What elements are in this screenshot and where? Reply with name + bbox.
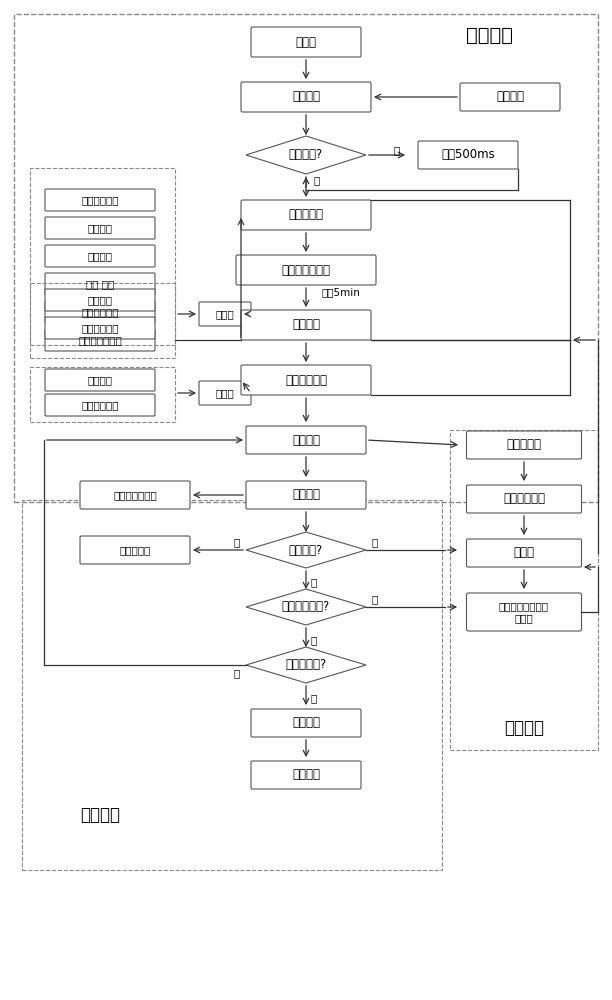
FancyBboxPatch shape (236, 255, 376, 285)
Text: 缓存中有数据?: 缓存中有数据? (282, 600, 330, 613)
FancyBboxPatch shape (199, 302, 251, 326)
Text: 是: 是 (234, 537, 240, 547)
FancyBboxPatch shape (45, 301, 155, 323)
FancyBboxPatch shape (80, 536, 190, 564)
FancyBboxPatch shape (45, 369, 155, 391)
Text: 采集单元: 采集单元 (80, 806, 120, 824)
Bar (30, 168, 175, 358)
FancyBboxPatch shape (241, 200, 371, 230)
Text: 产生头文件: 产生头文件 (507, 438, 542, 452)
Text: 取最底层数据: 取最底层数据 (503, 492, 545, 506)
FancyBboxPatch shape (45, 329, 155, 351)
FancyBboxPatch shape (80, 481, 190, 509)
Text: 否: 否 (394, 145, 400, 155)
Text: 设置温度: 设置温度 (496, 91, 524, 104)
Text: 获取采集参数: 获取采集参数 (285, 373, 327, 386)
FancyBboxPatch shape (466, 539, 581, 567)
Polygon shape (246, 647, 366, 683)
FancyBboxPatch shape (246, 426, 366, 454)
FancyBboxPatch shape (246, 481, 366, 509)
Text: 等待5min: 等待5min (321, 287, 360, 297)
FancyBboxPatch shape (466, 593, 581, 631)
FancyBboxPatch shape (241, 82, 371, 112)
FancyBboxPatch shape (45, 217, 155, 239)
Text: 保存单元: 保存单元 (504, 719, 544, 737)
FancyBboxPatch shape (460, 83, 560, 111)
Text: 温度稳定?: 温度稳定? (289, 148, 323, 161)
FancyBboxPatch shape (251, 27, 361, 57)
Text: 触发模式: 触发模式 (88, 223, 113, 233)
Text: 结束采集?: 结束采集? (289, 544, 323, 556)
Text: 平移台归零: 平移台归零 (119, 545, 151, 555)
FancyBboxPatch shape (418, 141, 518, 169)
FancyBboxPatch shape (466, 431, 581, 459)
Text: 初始化: 初始化 (296, 35, 316, 48)
Text: 反射率: 反射率 (513, 546, 534, 560)
Text: 图像读取模式: 图像读取模式 (81, 195, 119, 205)
Text: 打开制冷: 打开制冷 (292, 91, 320, 104)
Text: 是: 是 (372, 594, 378, 604)
Text: 图像大小: 图像大小 (88, 251, 113, 261)
FancyBboxPatch shape (45, 394, 155, 416)
Text: 否: 否 (311, 693, 317, 703)
FancyBboxPatch shape (45, 289, 155, 311)
FancyBboxPatch shape (199, 381, 251, 405)
Text: 单次采集时间: 单次采集时间 (81, 400, 119, 410)
Text: 关闭相机: 关闭相机 (292, 768, 320, 782)
Polygon shape (246, 589, 366, 625)
FancyBboxPatch shape (45, 273, 155, 295)
Text: 清空内存: 清空内存 (292, 434, 320, 446)
Text: 保存白板: 保存白板 (292, 318, 320, 332)
Polygon shape (246, 136, 366, 174)
Text: 曝光时间: 曝光时间 (88, 295, 113, 305)
Text: 新一株植物?: 新一株植物? (285, 658, 327, 672)
Text: 是: 是 (311, 577, 317, 587)
FancyBboxPatch shape (241, 310, 371, 340)
Text: 开始采集: 开始采集 (292, 488, 320, 502)
Text: 单帧采集时间: 单帧采集时间 (81, 323, 119, 333)
Text: 准备单元: 准备单元 (466, 25, 513, 44)
Polygon shape (246, 532, 366, 568)
Bar (14, 14, 598, 502)
Text: 是: 是 (314, 175, 320, 185)
Text: 打开镜头和光源: 打开镜头和光源 (282, 263, 330, 276)
Text: 等待500ms: 等待500ms (441, 148, 495, 161)
Text: 关闭制冷: 关闭制冷 (292, 716, 320, 730)
FancyBboxPatch shape (251, 761, 361, 789)
Text: 保存暗电流: 保存暗电流 (288, 209, 324, 222)
Text: 归一化: 归一化 (215, 309, 234, 319)
Text: 归一化: 归一化 (215, 388, 234, 398)
Bar (450, 430, 598, 750)
FancyBboxPatch shape (45, 189, 155, 211)
Text: 单帧重复次数: 单帧重复次数 (81, 307, 119, 317)
Text: 否: 否 (311, 635, 317, 645)
Text: 采集次数: 采集次数 (88, 375, 113, 385)
Text: 快门模式和时间: 快门模式和时间 (78, 335, 122, 345)
FancyBboxPatch shape (466, 485, 581, 513)
Text: 否: 否 (372, 537, 378, 547)
Text: 平移台匀速运动: 平移台匀速运动 (113, 490, 157, 500)
Bar (30, 283, 175, 345)
Text: 采集 模式: 采集 模式 (86, 279, 114, 289)
FancyBboxPatch shape (45, 317, 155, 339)
FancyBboxPatch shape (45, 245, 155, 267)
Text: 是: 是 (234, 668, 240, 678)
Bar (22, 500, 442, 870)
FancyBboxPatch shape (251, 709, 361, 737)
FancyBboxPatch shape (241, 365, 371, 395)
Text: 存至同一个二进制
数据流: 存至同一个二进制 数据流 (499, 601, 549, 623)
Bar (30, 367, 175, 422)
